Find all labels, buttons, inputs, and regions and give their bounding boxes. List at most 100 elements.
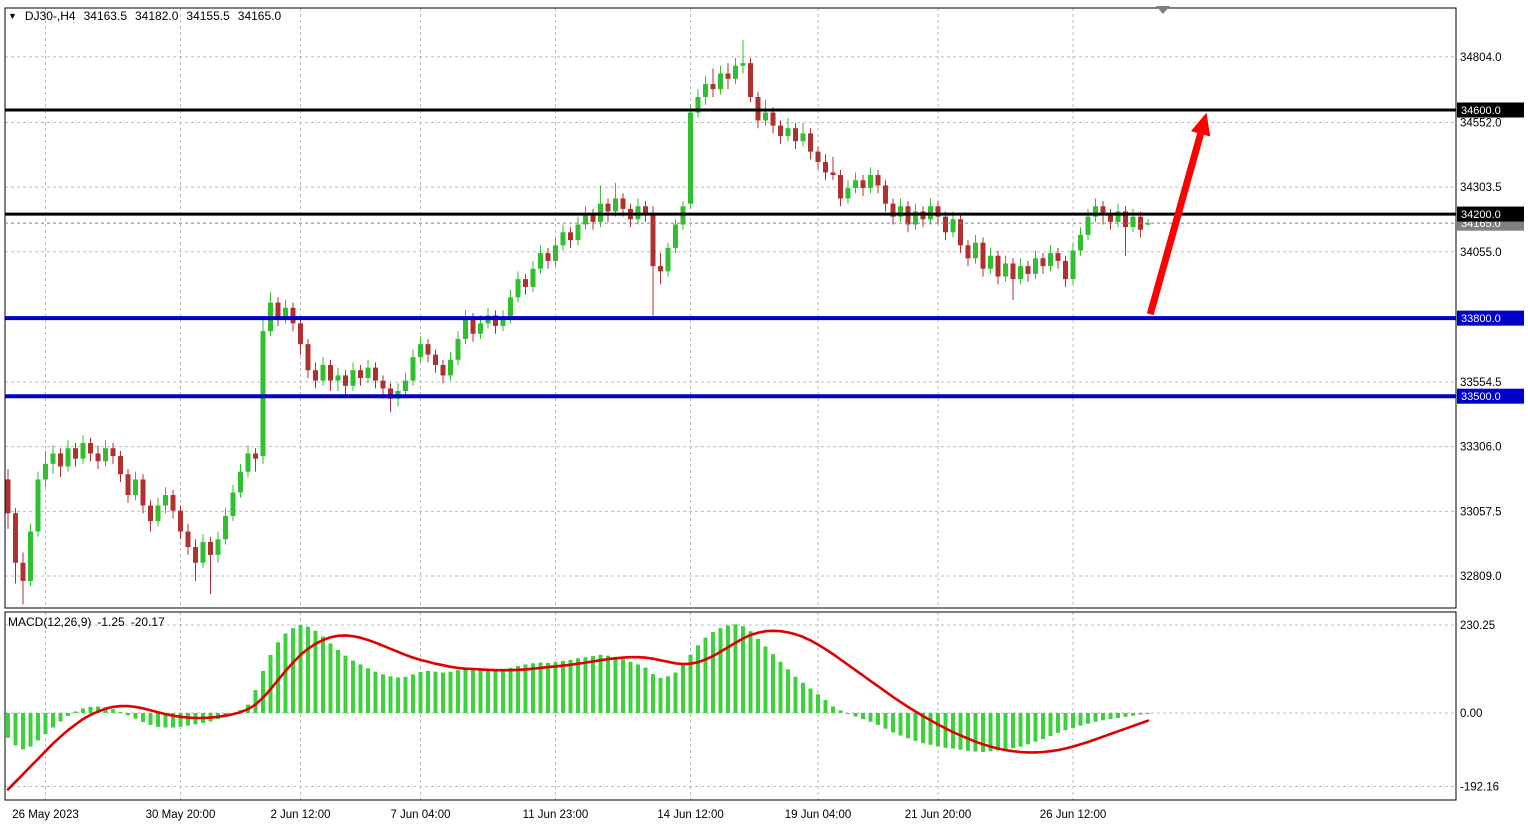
candle-body — [403, 380, 408, 392]
macd-histogram-bar — [336, 649, 340, 713]
candle-body — [1085, 216, 1091, 235]
macd-histogram-bar — [178, 713, 183, 727]
macd-histogram-bar — [958, 713, 963, 750]
macd-histogram-bar — [673, 672, 678, 713]
macd-histogram-bar — [133, 713, 138, 719]
symbol-dropdown-icon[interactable]: ▼ — [8, 10, 17, 21]
macd-histogram-bar — [621, 659, 625, 713]
candle-body — [890, 203, 896, 217]
macd-label-row: MACD(12,26,9) -1.25 -20.17 — [8, 615, 165, 629]
time-axis-label: 11 Jun 23:00 — [523, 809, 589, 821]
macd-histogram-bar — [88, 706, 93, 713]
candle-body — [328, 364, 333, 381]
macd-histogram-bar — [471, 669, 475, 713]
macd-histogram-bar — [516, 665, 520, 713]
candle-body — [493, 315, 498, 326]
candle-body — [1003, 263, 1008, 277]
candle-body — [665, 247, 671, 272]
macd-histogram-bar — [966, 713, 970, 751]
candle-body — [133, 479, 138, 496]
macd-histogram-bar — [741, 626, 745, 713]
macd-histogram-bar — [28, 713, 33, 747]
candle-body — [185, 531, 191, 548]
macd-histogram-bar — [876, 713, 880, 725]
time-axis-label: 7 Jun 04:00 — [390, 809, 450, 821]
candle-body — [530, 268, 536, 287]
candle-body — [80, 443, 86, 459]
macd-histogram-bar — [831, 706, 835, 713]
candle-body — [253, 453, 258, 459]
macd-histogram-bar — [883, 713, 888, 729]
candle-body — [28, 531, 33, 581]
macd-histogram-bar — [268, 654, 273, 713]
candle-body — [875, 175, 881, 186]
candle-body — [658, 266, 663, 272]
macd-histogram-bar — [51, 713, 55, 728]
macd-histogram-bar — [343, 655, 348, 713]
candle-body — [688, 112, 693, 204]
macd-histogram-bar — [1011, 713, 1015, 749]
macd-histogram-bar — [1071, 713, 1075, 728]
macd-histogram-bar — [1078, 713, 1083, 726]
price-level-badge-text: 33500.0 — [1461, 391, 1501, 403]
time-axis: 26 May 2023 30 May 20:00 2 Jun 12:00 7 Jun … — [12, 809, 1106, 821]
candle-body — [313, 370, 318, 381]
price-axis-label: 33306.0 — [1460, 442, 1502, 454]
candle-body — [298, 323, 303, 345]
macd-histogram-bar — [126, 713, 130, 716]
macd-histogram-bar — [261, 670, 265, 713]
chart-shift-icon[interactable] — [1156, 6, 1170, 14]
candle-body — [988, 255, 993, 269]
candle-body — [208, 541, 213, 555]
candle-body — [305, 344, 311, 371]
macd-histogram-bar — [1003, 713, 1008, 750]
macd-histogram-bar — [478, 670, 483, 713]
macd-histogram-bar — [816, 694, 820, 713]
candle-body — [1010, 263, 1016, 280]
candle-body — [275, 302, 281, 319]
macd-histogram — [6, 624, 1150, 752]
macd-histogram-bar — [313, 630, 318, 713]
candle-body — [1145, 223, 1151, 225]
candle-body — [808, 133, 813, 152]
macd-histogram-bar — [426, 670, 430, 713]
candle-body — [35, 479, 41, 532]
macd-histogram-bar — [613, 656, 618, 713]
candle-body — [980, 242, 986, 269]
macd-histogram-bar — [778, 661, 783, 713]
candles — [5, 39, 1151, 605]
time-axis-label: 14 Jun 12:00 — [657, 809, 724, 821]
price-level-badge-text: 33800.0 — [1461, 313, 1501, 325]
macd-histogram-bar — [1018, 713, 1023, 747]
trend-arrow-shaft[interactable] — [1146, 132, 1204, 316]
candle-body — [58, 453, 63, 467]
candle-body — [545, 253, 551, 261]
trend-arrow-head[interactable] — [1190, 112, 1211, 137]
candle-body — [703, 83, 708, 97]
candle-body — [148, 505, 153, 522]
price-level-badge — [1457, 206, 1524, 222]
macd-histogram-bar — [253, 690, 258, 713]
macd-histogram-bar — [538, 662, 543, 713]
ohlc-close: 34165.0 — [237, 9, 282, 23]
candle-body — [1115, 211, 1121, 222]
macd-axis-label: -192.16 — [1460, 781, 1499, 793]
macd-histogram-bar — [838, 710, 843, 713]
macd-histogram-bar — [58, 713, 63, 722]
candle-body — [568, 232, 573, 241]
candle-body — [470, 318, 476, 334]
macd-histogram-bar — [403, 676, 408, 713]
macd-histogram-bar — [696, 645, 700, 713]
macd-histogram-bar — [718, 628, 723, 713]
price-levels[interactable] — [5, 108, 1456, 399]
candle-body — [538, 253, 543, 269]
candle-body — [553, 245, 558, 261]
macd-histogram-bar — [786, 669, 790, 713]
macd-histogram-bar — [21, 713, 25, 750]
candle-body — [1025, 266, 1031, 274]
candle-body — [410, 357, 416, 381]
macd-histogram-bar — [1048, 713, 1053, 736]
candle-body — [373, 367, 378, 381]
macd-histogram-bar — [771, 654, 775, 713]
